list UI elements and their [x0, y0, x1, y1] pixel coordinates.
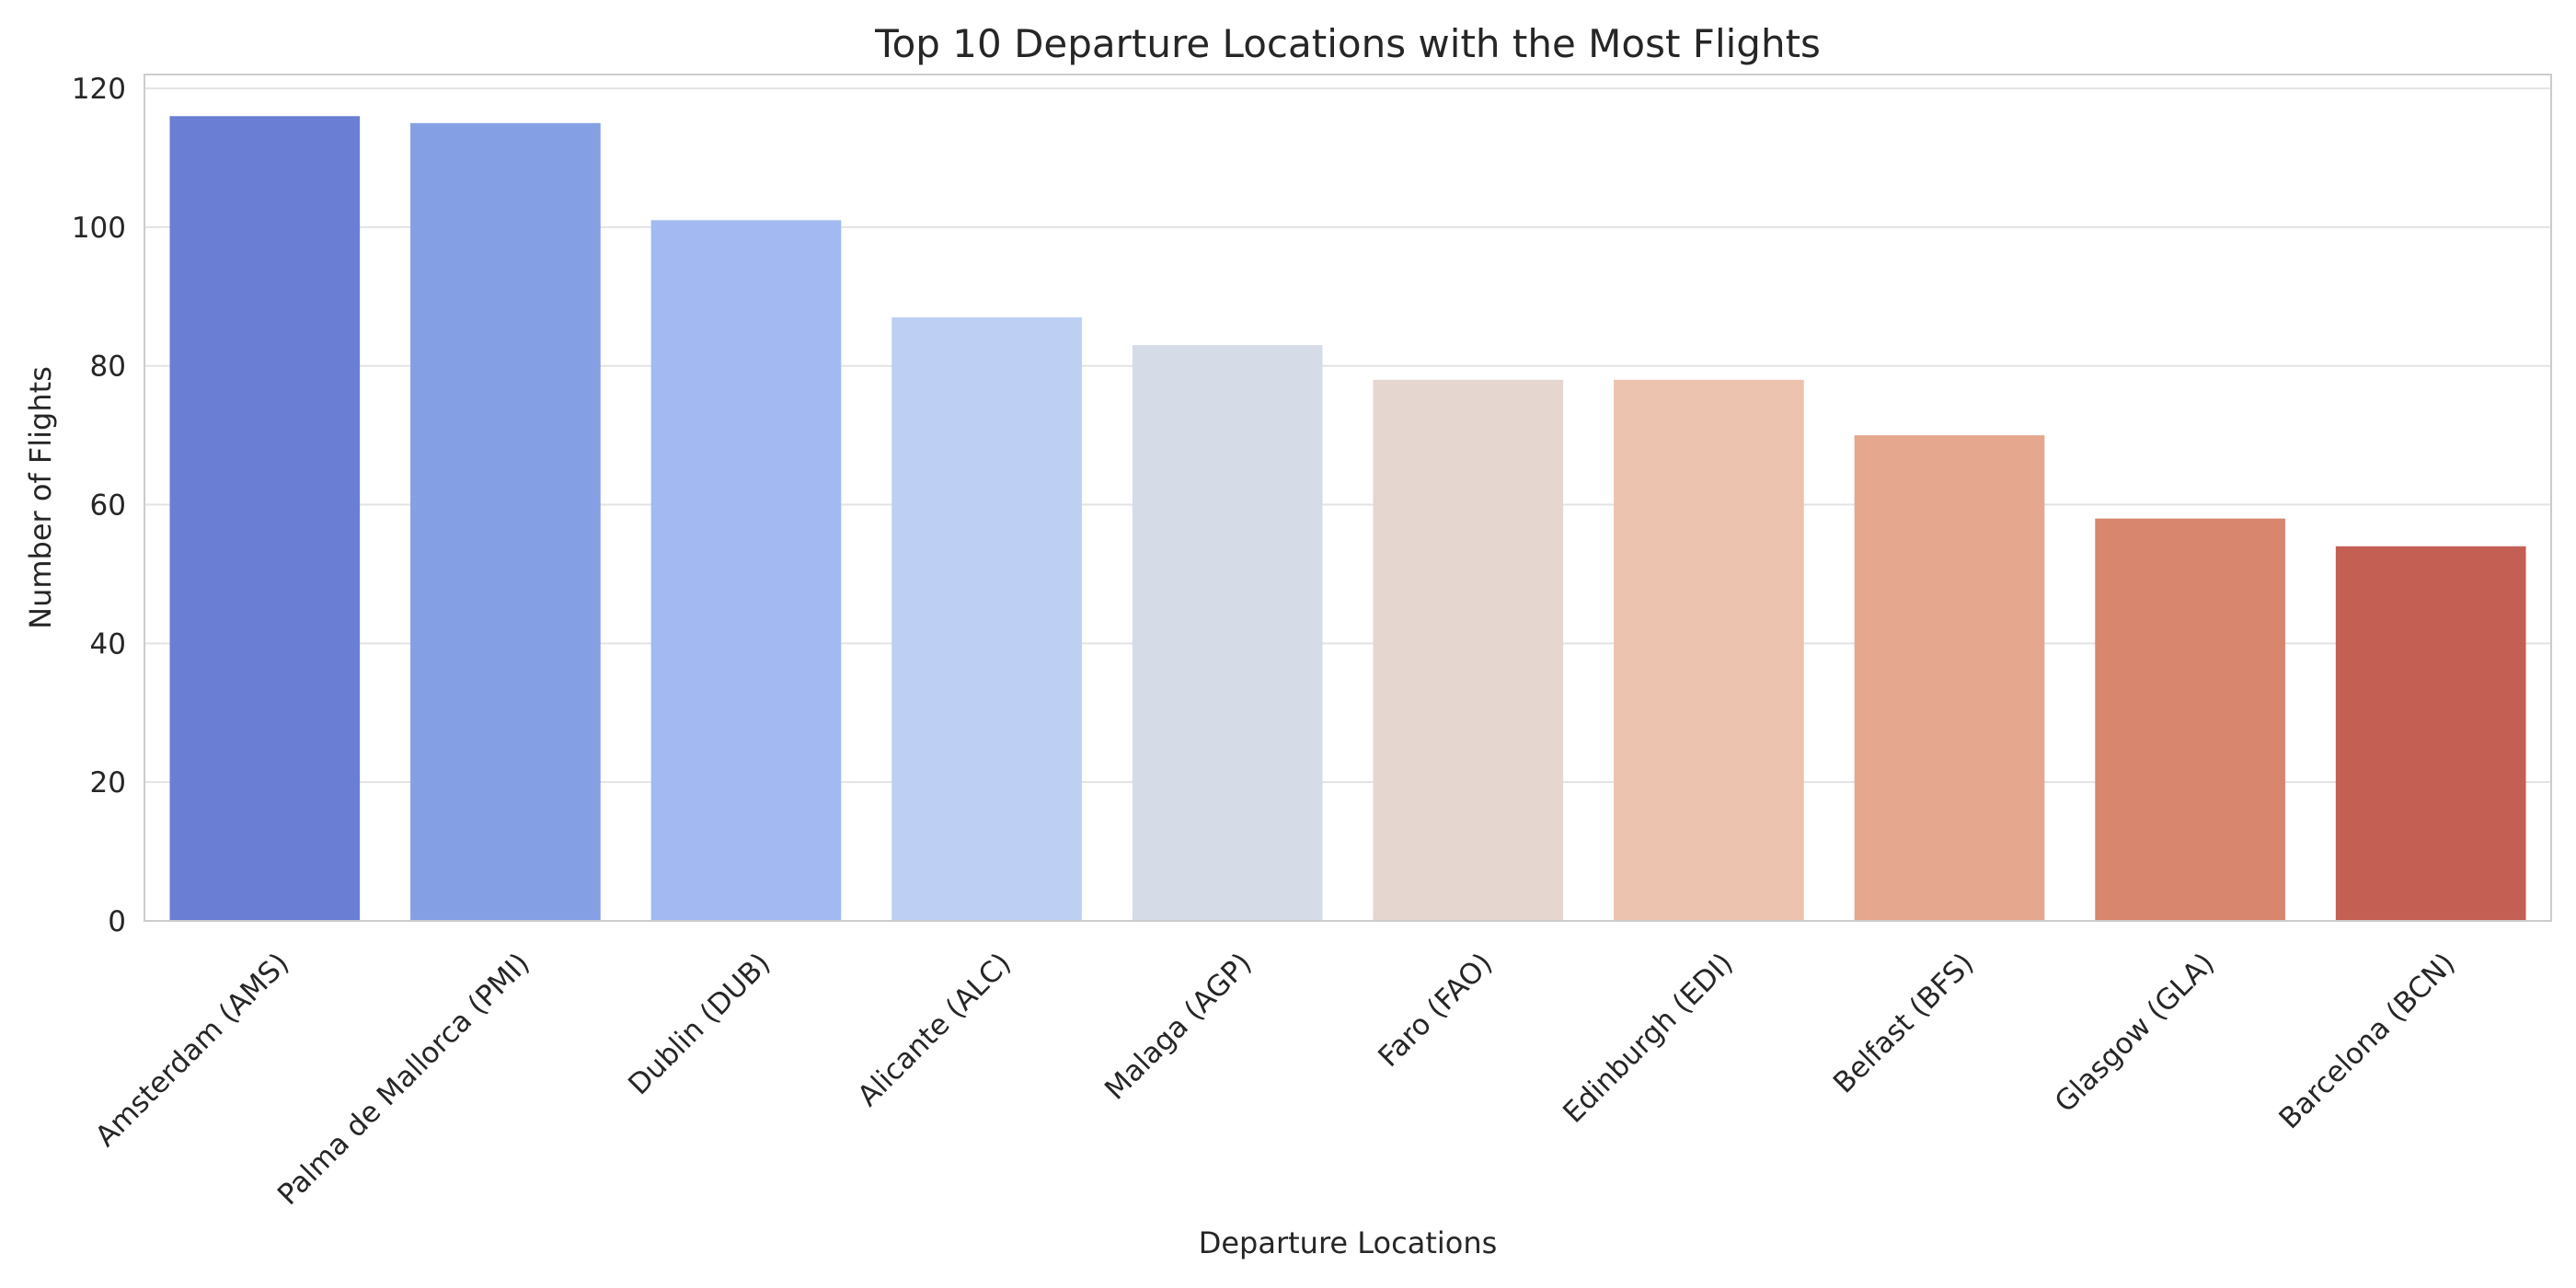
x-tick-label: Alicante (ALC) [851, 947, 1018, 1113]
y-tick-label: 0 [108, 905, 126, 938]
y-tick-label: 20 [90, 766, 126, 799]
bar [650, 220, 842, 921]
x-tick-label: Glasgow (GLA) [2049, 947, 2221, 1119]
bar [2335, 546, 2526, 921]
x-tick-label: Belfast (BFS) [1827, 947, 1980, 1099]
y-tick-label: 100 [72, 212, 126, 245]
x-tick-label: Amsterdam (AMS) [89, 947, 296, 1154]
y-tick-label: 40 [90, 627, 126, 661]
y-tick-label: 60 [90, 489, 126, 523]
bar [1854, 435, 2045, 922]
x-tick-label: Malaga (AGP) [1098, 947, 1259, 1107]
x-tick-label: Dublin (DUB) [622, 947, 776, 1101]
bar [410, 122, 601, 922]
y-tick-label: 80 [90, 351, 126, 384]
bar [1373, 379, 1564, 921]
y-tick-labels: 0 20 40 60 80 100 120 [72, 73, 126, 938]
x-tick-labels: Amsterdam (AMS)Palma de Mallorca (PMI) Du… [89, 947, 2462, 1212]
plot-frame [144, 74, 2552, 922]
x-tick-label: Faro (FAO) [1372, 947, 1499, 1074]
bar [1614, 379, 1804, 921]
chart-title: Top 10 Departure Locations with the Most… [874, 21, 1821, 66]
bar [891, 316, 1082, 921]
x-tick-label: Edinburgh (EDI) [1557, 947, 1740, 1130]
bar [2095, 518, 2285, 921]
x-axis-title: Departure Locations [1199, 1225, 1498, 1260]
x-tick-label: Palma de Mallorca (PMI) [271, 947, 536, 1212]
y-tick-label: 120 [72, 73, 126, 106]
bars [169, 116, 2526, 922]
x-tick-label: Barcelona (BCN) [2272, 947, 2461, 1135]
y-axis-title: Number of Flights [23, 366, 58, 629]
bar [169, 116, 361, 921]
bar [1132, 345, 1323, 921]
